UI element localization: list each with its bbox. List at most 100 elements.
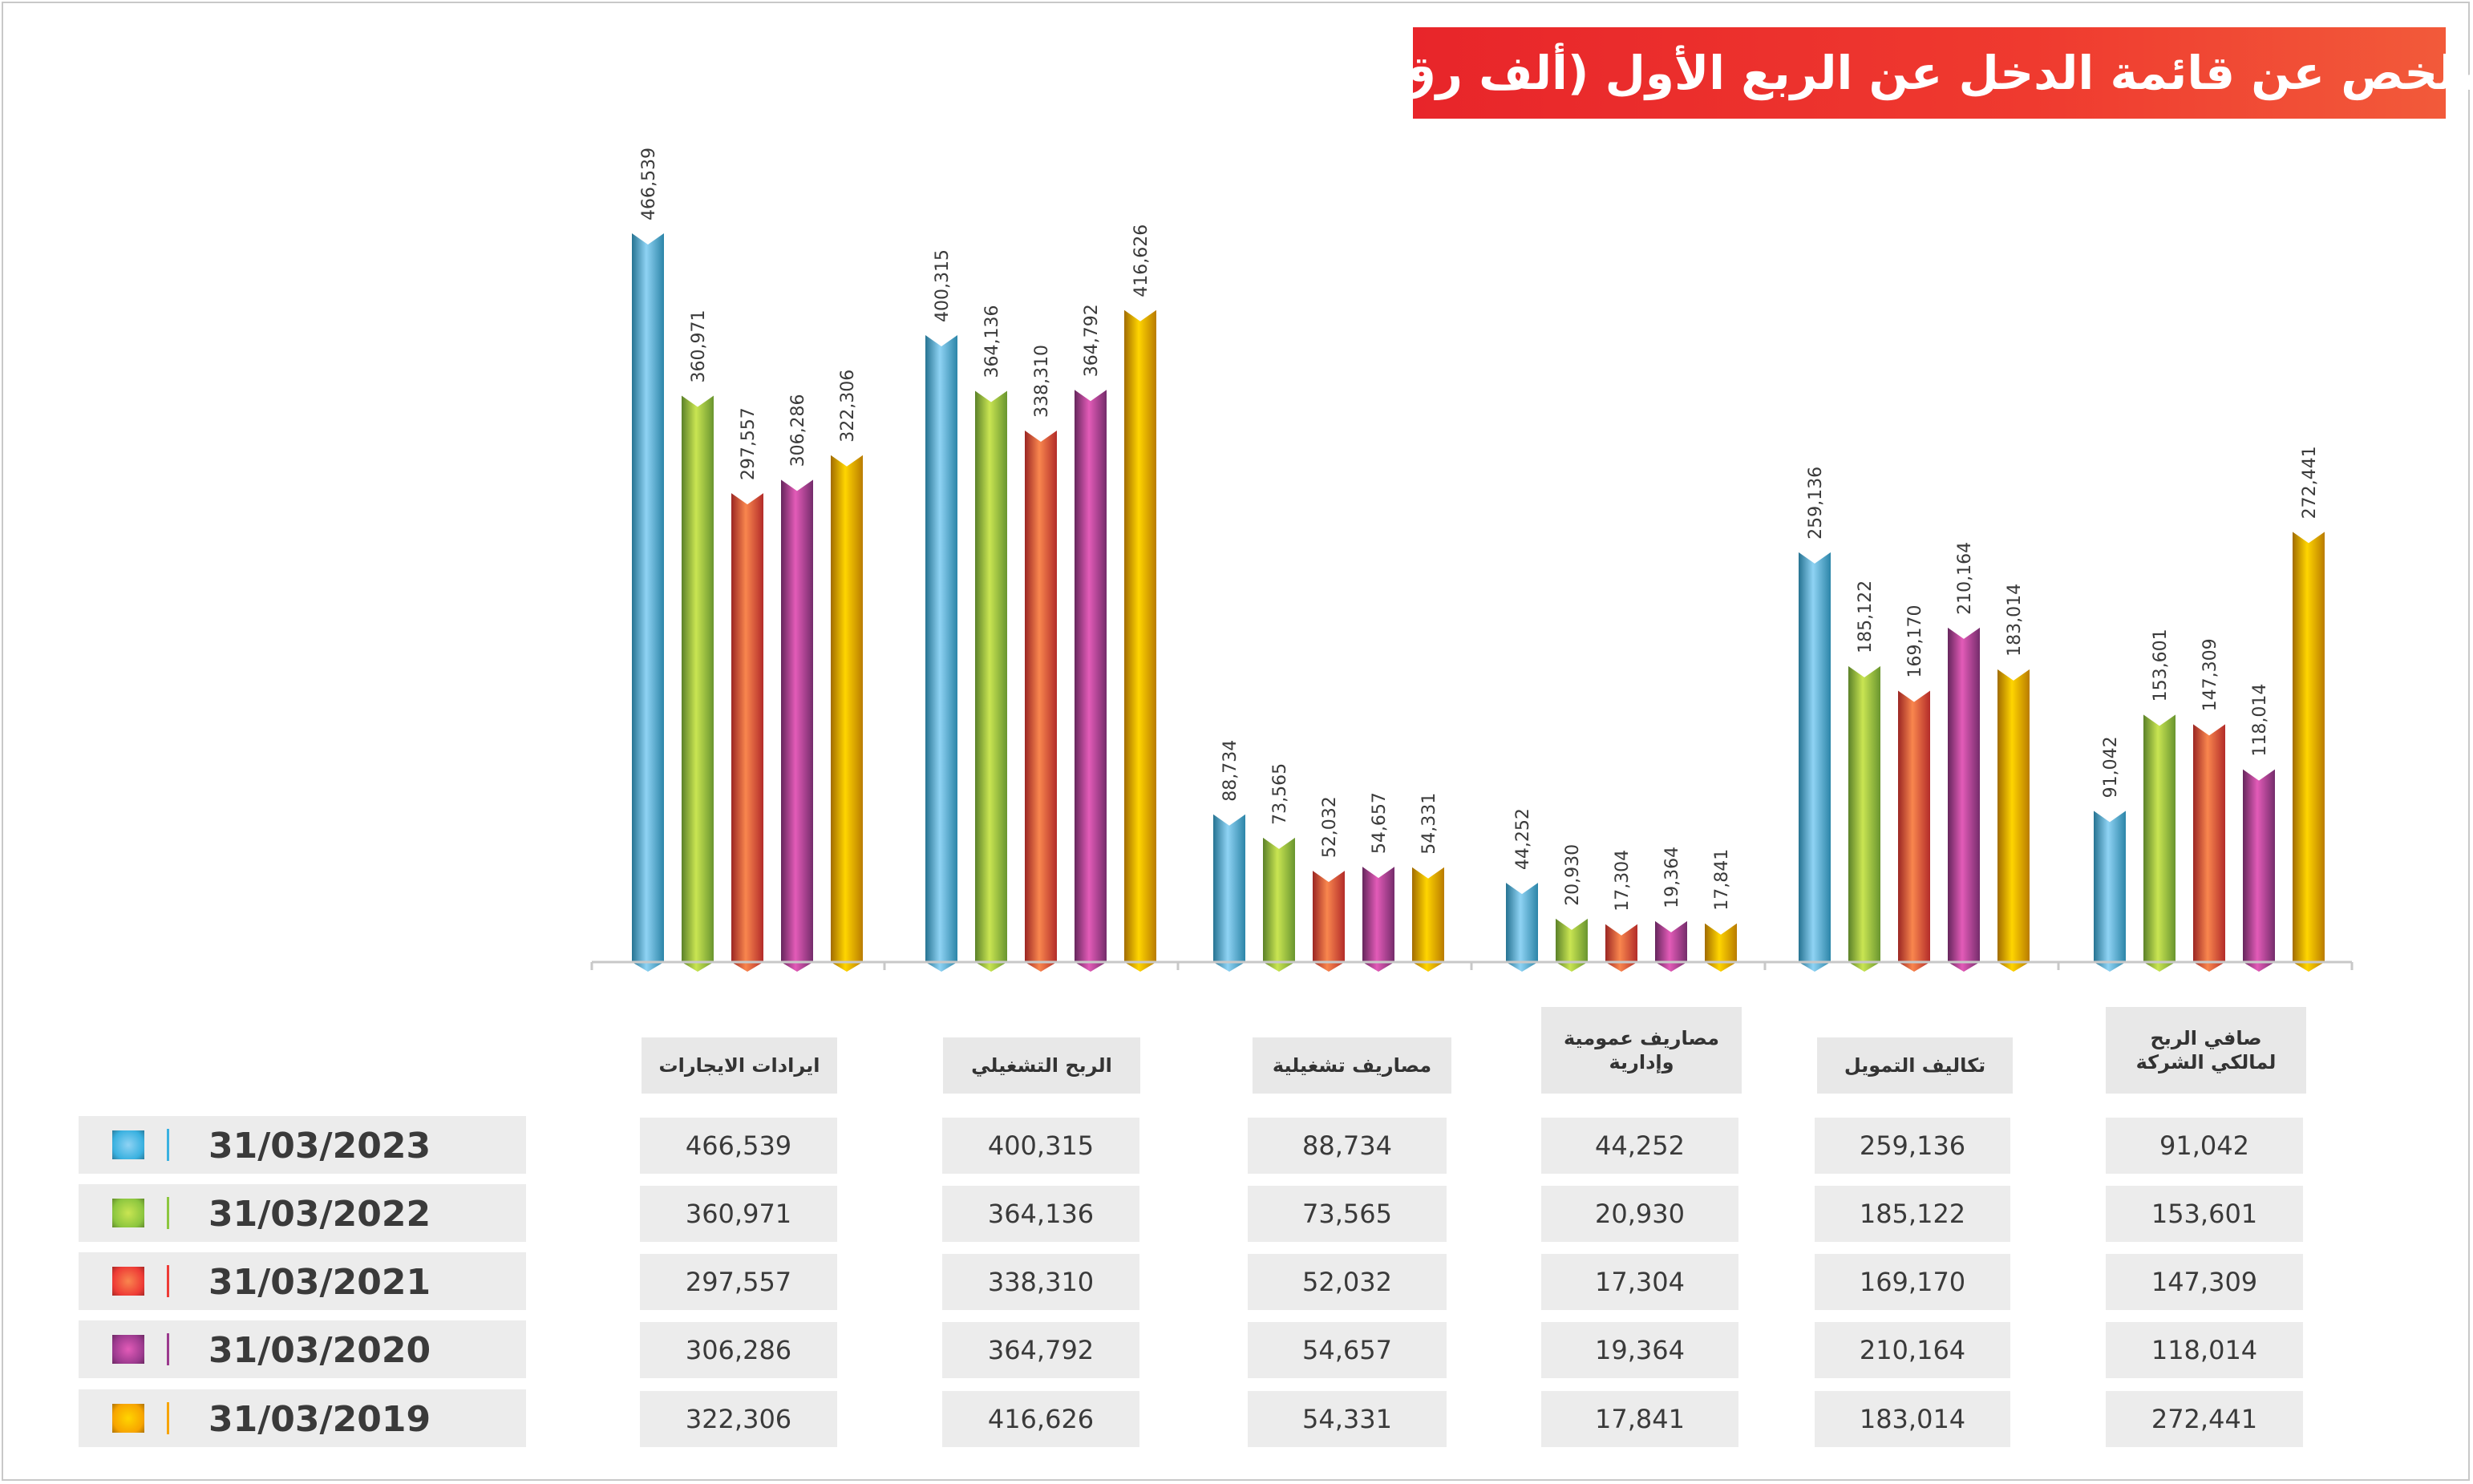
category-label: الربح التشغيلي bbox=[943, 1037, 1140, 1094]
bar-value-label: 52,032 bbox=[1320, 796, 1340, 858]
bar bbox=[1556, 918, 1588, 972]
bar-value-label: 210,164 bbox=[1955, 542, 1975, 615]
bar-value-label: 17,841 bbox=[1712, 849, 1732, 911]
bar bbox=[1898, 690, 1930, 972]
legend-item: 31/03/2022 bbox=[79, 1184, 526, 1242]
bar bbox=[1799, 552, 1831, 972]
bar-value-label: 272,441 bbox=[2300, 446, 2320, 519]
bar bbox=[1997, 669, 2030, 972]
bar-value-label: 147,309 bbox=[2200, 638, 2220, 711]
legend-line bbox=[167, 1333, 169, 1365]
table-cell: 17,841 bbox=[1541, 1391, 1738, 1447]
bar bbox=[1848, 665, 1880, 972]
legend-swatch bbox=[112, 1404, 144, 1433]
bar bbox=[632, 233, 664, 972]
legend-date: 31/03/2023 bbox=[208, 1126, 431, 1167]
bar-value-label: 306,286 bbox=[788, 394, 808, 467]
legend-swatch bbox=[112, 1267, 144, 1296]
table-cell: 364,792 bbox=[942, 1322, 1139, 1378]
bar bbox=[2293, 532, 2325, 972]
table-cell: 185,122 bbox=[1815, 1186, 2010, 1242]
category-label: مصاريف عمومية وإدارية bbox=[1541, 1007, 1742, 1094]
legend-item: 31/03/2021 bbox=[79, 1252, 526, 1310]
bar-value-label: 17,304 bbox=[1613, 850, 1633, 912]
bar-value-label: 416,626 bbox=[1131, 224, 1152, 297]
legend-date: 31/03/2020 bbox=[208, 1330, 431, 1371]
table-cell: 52,032 bbox=[1248, 1254, 1447, 1310]
bar-value-label: 322,306 bbox=[838, 370, 858, 443]
table-cell: 306,286 bbox=[640, 1322, 837, 1378]
table-cell: 297,557 bbox=[640, 1254, 837, 1310]
bar-value-label: 360,971 bbox=[689, 310, 709, 383]
bar bbox=[2094, 811, 2126, 972]
table-cell: 338,310 bbox=[942, 1254, 1139, 1310]
table-cell: 169,170 bbox=[1815, 1254, 2010, 1310]
bar bbox=[1213, 814, 1245, 972]
table-cell: 360,971 bbox=[640, 1186, 837, 1242]
table-cell: 20,930 bbox=[1541, 1186, 1738, 1242]
table-cell: 44,252 bbox=[1541, 1118, 1738, 1174]
table-cell: 91,042 bbox=[2106, 1118, 2303, 1174]
category-label: ايرادات الايجارات bbox=[642, 1037, 837, 1094]
bar-value-label: 88,734 bbox=[1220, 740, 1241, 802]
category-label: تكاليف التمويل bbox=[1817, 1037, 2013, 1094]
bar bbox=[1506, 883, 1538, 972]
bar bbox=[1313, 871, 1345, 972]
chart-title: ملخص عن قائمة الدخل عن الربع الأول (ألف … bbox=[1373, 46, 2473, 100]
bar-value-label: 169,170 bbox=[1905, 605, 1925, 677]
table-cell: 153,601 bbox=[2106, 1186, 2303, 1242]
table-cell: 183,014 bbox=[1815, 1391, 2010, 1447]
bar bbox=[731, 493, 763, 972]
table-cell: 259,136 bbox=[1815, 1118, 2010, 1174]
table-cell: 54,657 bbox=[1248, 1322, 1447, 1378]
bar bbox=[1124, 309, 1156, 972]
bar-value-label: 297,557 bbox=[739, 407, 759, 480]
table-cell: 54,331 bbox=[1248, 1391, 1447, 1447]
bar-value-label: 54,657 bbox=[1370, 792, 1390, 854]
bar-value-label: 364,136 bbox=[982, 305, 1002, 378]
bar bbox=[2243, 769, 2275, 972]
bar bbox=[975, 390, 1007, 972]
bar bbox=[2193, 724, 2225, 972]
bar bbox=[2143, 714, 2176, 972]
bar bbox=[1025, 430, 1057, 972]
bar-value-label: 118,014 bbox=[2250, 684, 2270, 757]
bar-value-label: 466,539 bbox=[639, 148, 659, 220]
table-cell: 400,315 bbox=[942, 1118, 1139, 1174]
bar bbox=[1075, 390, 1107, 972]
legend-date: 31/03/2021 bbox=[208, 1262, 431, 1303]
table-cell: 19,364 bbox=[1541, 1322, 1738, 1378]
bar-value-label: 183,014 bbox=[2005, 584, 2025, 657]
bar bbox=[1362, 867, 1394, 972]
table-cell: 322,306 bbox=[640, 1391, 837, 1447]
legend-item: 31/03/2019 bbox=[79, 1389, 526, 1447]
bar bbox=[1263, 837, 1295, 972]
legend-swatch bbox=[112, 1199, 144, 1227]
bar-value-label: 364,792 bbox=[1082, 304, 1102, 377]
legend-item: 31/03/2020 bbox=[79, 1320, 526, 1378]
table-cell: 73,565 bbox=[1248, 1186, 1447, 1242]
bar bbox=[1655, 920, 1687, 972]
bar-value-label: 54,331 bbox=[1419, 793, 1439, 855]
bar bbox=[682, 395, 714, 972]
bar-value-label: 400,315 bbox=[933, 249, 953, 322]
title-banner: ملخص عن قائمة الدخل عن الربع الأول (ألف … bbox=[1373, 27, 2473, 119]
table-cell: 118,014 bbox=[2106, 1322, 2303, 1378]
bar bbox=[925, 335, 957, 972]
bar-value-label: 20,930 bbox=[1563, 844, 1583, 906]
bar-value-label: 259,136 bbox=[1806, 467, 1826, 540]
table-cell: 17,304 bbox=[1541, 1254, 1738, 1310]
table-cell: 272,441 bbox=[2106, 1391, 2303, 1447]
category-label: مصاريف تشغيلية bbox=[1253, 1037, 1451, 1094]
bar bbox=[781, 479, 813, 972]
bar-value-label: 91,042 bbox=[2101, 736, 2121, 798]
legend-line bbox=[167, 1265, 169, 1297]
bar bbox=[1412, 867, 1444, 972]
bar bbox=[831, 455, 863, 972]
bar-value-label: 19,364 bbox=[1662, 847, 1682, 908]
table-cell: 210,164 bbox=[1815, 1322, 2010, 1378]
bar-value-label: 153,601 bbox=[2151, 629, 2171, 702]
bar bbox=[1705, 923, 1737, 972]
bar-value-label: 73,565 bbox=[1270, 763, 1290, 825]
